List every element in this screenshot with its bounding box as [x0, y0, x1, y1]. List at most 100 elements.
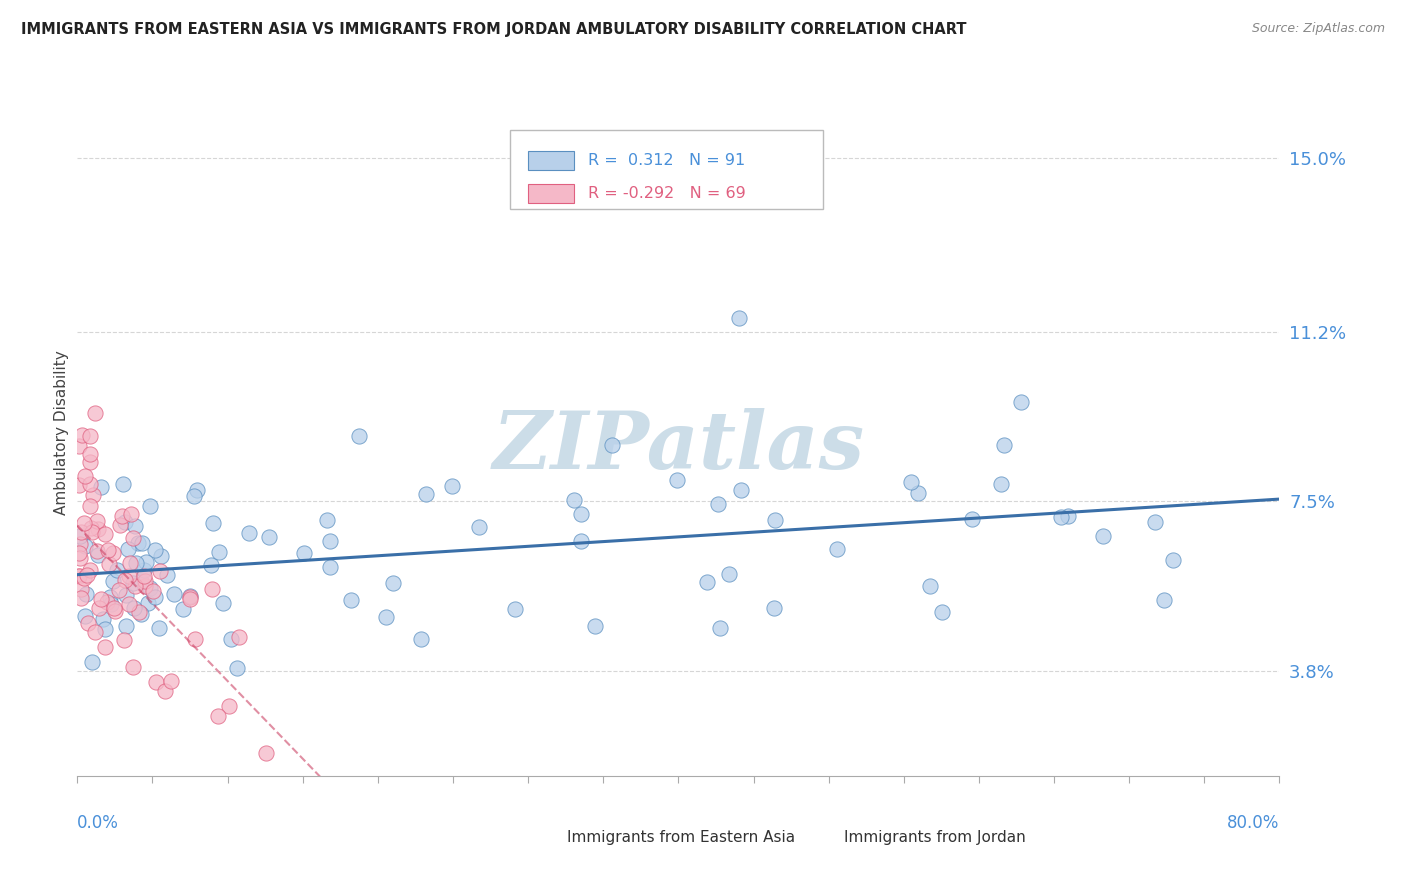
- Point: [67, 568, 90, 582]
- Point: [79, 521, 101, 535]
- Point: [709, 621, 731, 635]
- Bar: [529, 151, 574, 170]
- Point: [145, 675, 167, 690]
- Point: [114, 573, 136, 587]
- Point: [124, 579, 146, 593]
- Point: [136, 596, 159, 610]
- Point: [1050, 509, 1073, 524]
- Point: [179, 589, 201, 603]
- Point: [1010, 395, 1032, 409]
- Point: [90, 591, 112, 606]
- Point: [583, 619, 606, 633]
- Point: [318, 534, 340, 549]
- Point: [163, 587, 186, 601]
- Point: [79, 563, 101, 577]
- Point: [225, 661, 247, 675]
- Point: [94, 622, 117, 636]
- Point: [122, 600, 145, 615]
- Point: [159, 674, 181, 689]
- Point: [93, 640, 115, 655]
- Point: [183, 632, 205, 646]
- Point: [727, 311, 749, 326]
- Point: [730, 483, 752, 497]
- Bar: [529, 184, 574, 203]
- Point: [69, 550, 91, 565]
- Point: [79, 477, 101, 491]
- Point: [117, 542, 139, 557]
- Text: 0.0%: 0.0%: [77, 814, 120, 832]
- Point: [142, 583, 165, 598]
- Point: [602, 438, 624, 452]
- Point: [87, 522, 110, 536]
- Point: [696, 575, 718, 590]
- Text: R = -0.292   N = 69: R = -0.292 N = 69: [588, 186, 747, 201]
- Point: [96, 595, 118, 609]
- Point: [129, 607, 152, 621]
- Point: [82, 488, 104, 502]
- Point: [125, 556, 148, 570]
- Point: [132, 563, 155, 577]
- Point: [86, 514, 108, 528]
- Point: [67, 546, 90, 560]
- Point: [67, 439, 90, 453]
- Text: 80.0%: 80.0%: [1227, 814, 1279, 832]
- Point: [139, 500, 162, 514]
- Point: [83, 406, 105, 420]
- Point: [143, 590, 166, 604]
- Point: [238, 525, 260, 540]
- Point: [562, 493, 585, 508]
- Point: [179, 591, 201, 606]
- FancyBboxPatch shape: [510, 130, 823, 210]
- Point: [100, 598, 122, 612]
- Point: [132, 569, 155, 583]
- Point: [920, 579, 942, 593]
- Point: [73, 539, 96, 553]
- Point: [94, 526, 117, 541]
- Point: [75, 608, 97, 623]
- Text: Immigrants from Eastern Asia: Immigrants from Eastern Asia: [567, 830, 796, 846]
- Point: [153, 684, 176, 698]
- Point: [149, 549, 172, 563]
- Point: [900, 475, 922, 489]
- Point: [108, 518, 131, 533]
- Point: [77, 616, 100, 631]
- Point: [172, 601, 194, 615]
- Point: [104, 604, 127, 618]
- Point: [212, 596, 235, 610]
- Point: [131, 536, 153, 550]
- Point: [1143, 515, 1166, 529]
- Point: [319, 559, 342, 574]
- Point: [73, 469, 96, 483]
- Point: [409, 632, 432, 647]
- Point: [825, 542, 848, 557]
- Point: [103, 601, 125, 615]
- Point: [347, 429, 370, 443]
- Point: [118, 569, 141, 583]
- Point: [70, 428, 93, 442]
- Point: [87, 601, 110, 615]
- Point: [105, 563, 128, 577]
- Point: [111, 508, 134, 523]
- Point: [256, 746, 278, 760]
- Point: [101, 574, 124, 589]
- Text: Source: ZipAtlas.com: Source: ZipAtlas.com: [1251, 22, 1385, 36]
- Point: [122, 531, 145, 545]
- Point: [79, 499, 101, 513]
- Bar: [793, 830, 841, 847]
- Point: [118, 556, 141, 570]
- Bar: [516, 830, 564, 847]
- Point: [76, 567, 98, 582]
- Point: [112, 476, 135, 491]
- Point: [149, 564, 172, 578]
- Point: [134, 574, 156, 588]
- Point: [124, 519, 146, 533]
- Point: [1091, 529, 1114, 543]
- Point: [69, 529, 91, 543]
- Point: [907, 485, 929, 500]
- Point: [91, 612, 114, 626]
- Point: [86, 543, 108, 558]
- Point: [156, 568, 179, 582]
- Point: [73, 571, 96, 585]
- Point: [762, 600, 785, 615]
- Point: [79, 429, 101, 443]
